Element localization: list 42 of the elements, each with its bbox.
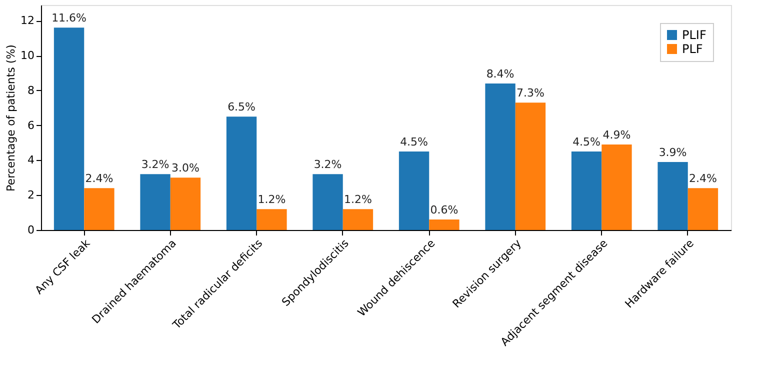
bar — [226, 116, 257, 230]
bar — [602, 144, 632, 230]
bar — [398, 152, 430, 230]
data-label: 3.0% — [171, 162, 200, 175]
bar — [515, 102, 546, 230]
legend-label: PLIF — [682, 28, 706, 42]
data-label: 7.3% — [516, 86, 544, 100]
y-tick-label: 4 — [28, 154, 34, 167]
y-tick-label: 2 — [28, 188, 34, 202]
data-label: 4.5% — [572, 136, 601, 149]
data-label: 3.9% — [658, 146, 687, 159]
bar — [256, 209, 287, 230]
data-label: 3.2% — [314, 158, 342, 172]
data-label: 2.4% — [85, 172, 114, 186]
data-label: 3.2% — [141, 158, 170, 172]
data-label: 4.5% — [400, 136, 428, 149]
bar — [571, 152, 602, 230]
bar — [658, 162, 688, 230]
legend-label: PLF — [682, 42, 703, 56]
bar — [429, 220, 460, 230]
bar — [54, 28, 84, 230]
bar — [312, 174, 343, 230]
y-tick-label: 0 — [28, 224, 34, 236]
data-label: 8.4% — [486, 67, 514, 80]
data-label: 11.6% — [52, 12, 87, 25]
y-tick-label: 8 — [28, 84, 34, 97]
data-label: 2.4% — [688, 172, 717, 186]
data-label: 4.9% — [602, 128, 631, 142]
y-tick-label: 10 — [20, 49, 34, 62]
bar — [170, 178, 201, 230]
data-label: 6.5% — [228, 100, 256, 114]
bar — [84, 188, 114, 230]
data-label: 0.6% — [430, 204, 458, 217]
y-tick-label: 6 — [28, 118, 34, 132]
y-tick-label: 12 — [20, 14, 34, 28]
bar — [140, 174, 170, 230]
bar — [342, 209, 374, 230]
data-label: 1.2% — [344, 193, 372, 206]
bar — [688, 188, 718, 230]
data-label: 1.2% — [258, 193, 286, 206]
bar — [485, 83, 516, 230]
y-axis-title: Percentage of patients (%) — [4, 44, 18, 192]
